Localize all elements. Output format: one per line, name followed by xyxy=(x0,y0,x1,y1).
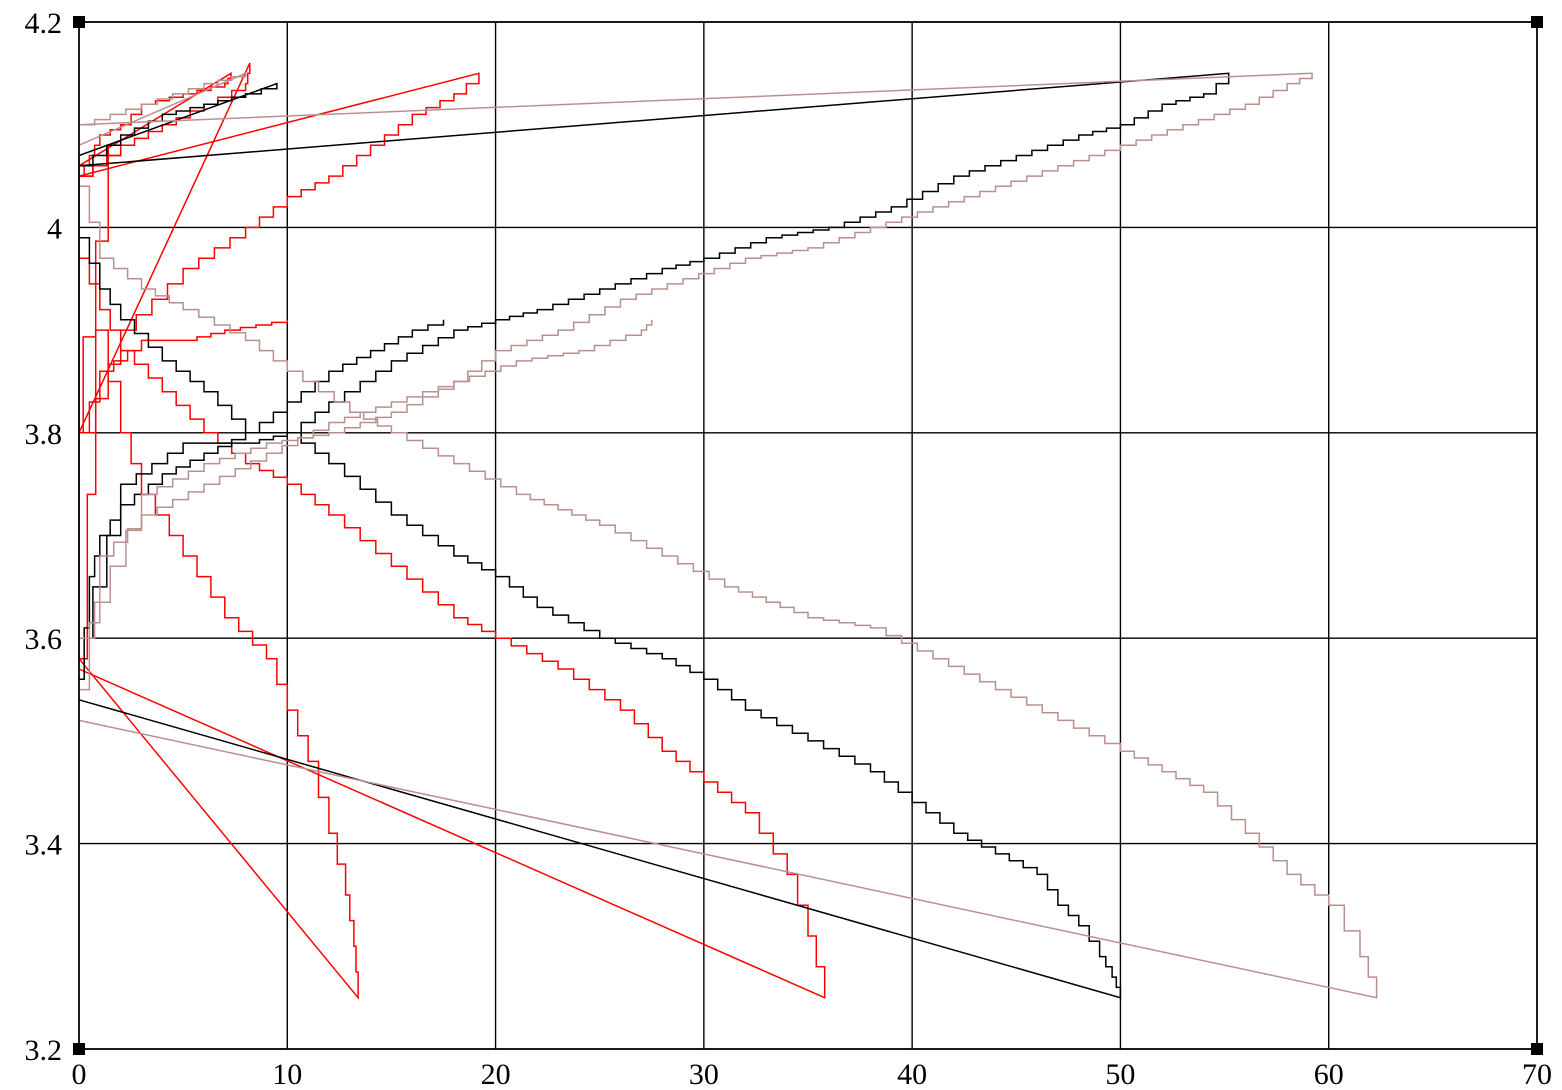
tick-labels: 0 10 20 30 40 50 60 70 3.2 3.4 3.6 3.8 4 4.2 xyxy=(25,7,1553,1090)
y-tick-label: 3.6 xyxy=(25,623,63,656)
series-line-6 xyxy=(78,236,1122,999)
x-tick-label: 20 xyxy=(481,1058,511,1090)
corner-marker xyxy=(73,16,85,28)
corner-markers xyxy=(73,16,1543,1055)
series-line-8 xyxy=(79,319,653,691)
corner-marker xyxy=(1531,16,1543,28)
y-tick-label: 4.2 xyxy=(25,7,63,40)
corner-marker xyxy=(73,1043,85,1055)
plot-frame xyxy=(78,21,1538,1050)
x-tick-label: 70 xyxy=(1522,1058,1552,1090)
series-line-1 xyxy=(78,71,359,1000)
y-tick-label: 4 xyxy=(47,212,62,245)
x-tick-label: 10 xyxy=(272,1058,302,1090)
x-tick-label: 0 xyxy=(72,1058,87,1090)
x-tick-label: 60 xyxy=(1314,1058,1344,1090)
x-tick-label: 30 xyxy=(689,1058,719,1090)
series-line-9 xyxy=(78,185,1378,999)
series-line-7 xyxy=(78,72,1230,639)
series-line-4 xyxy=(78,72,480,434)
series-line-3 xyxy=(78,257,826,999)
series-line-10 xyxy=(78,72,1313,639)
y-tick-label: 3.4 xyxy=(25,829,63,862)
y-tick-label: 3.2 xyxy=(25,1034,63,1067)
series-group xyxy=(77,62,1378,1000)
series-line-5 xyxy=(79,319,445,681)
y-tick-label: 3.8 xyxy=(25,418,63,451)
series-line-2 xyxy=(77,62,289,434)
x-tick-label: 40 xyxy=(897,1058,927,1090)
x-tick-label: 50 xyxy=(1105,1058,1135,1090)
corner-marker xyxy=(1531,1043,1543,1055)
